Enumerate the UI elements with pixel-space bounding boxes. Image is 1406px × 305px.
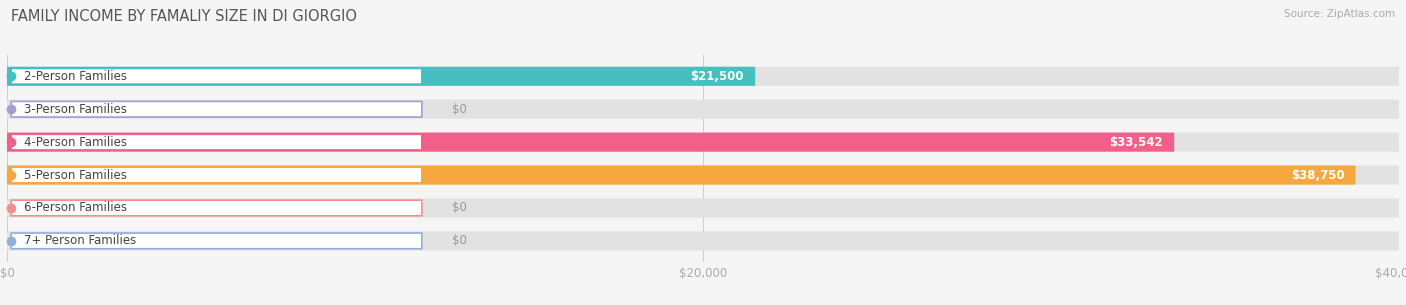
Text: 4-Person Families: 4-Person Families (24, 136, 127, 149)
FancyBboxPatch shape (7, 166, 1355, 185)
Text: $21,500: $21,500 (690, 70, 744, 83)
Text: FAMILY INCOME BY FAMALIY SIZE IN DI GIORGIO: FAMILY INCOME BY FAMALIY SIZE IN DI GIOR… (11, 9, 357, 24)
Text: $38,750: $38,750 (1291, 169, 1344, 181)
Text: Source: ZipAtlas.com: Source: ZipAtlas.com (1284, 9, 1395, 19)
Text: $0: $0 (453, 235, 467, 247)
FancyBboxPatch shape (11, 68, 422, 84)
Text: 5-Person Families: 5-Person Families (24, 169, 127, 181)
FancyBboxPatch shape (7, 199, 1399, 217)
FancyBboxPatch shape (11, 167, 422, 183)
Text: 6-Person Families: 6-Person Families (24, 202, 127, 214)
FancyBboxPatch shape (7, 166, 1399, 185)
Text: $0: $0 (453, 202, 467, 214)
FancyBboxPatch shape (7, 67, 755, 86)
FancyBboxPatch shape (7, 133, 1174, 152)
Text: $0: $0 (453, 103, 467, 116)
Text: $33,542: $33,542 (1109, 136, 1163, 149)
FancyBboxPatch shape (11, 233, 422, 249)
FancyBboxPatch shape (11, 101, 422, 117)
FancyBboxPatch shape (7, 133, 1399, 152)
FancyBboxPatch shape (7, 100, 1399, 119)
Text: 7+ Person Families: 7+ Person Families (24, 235, 136, 247)
FancyBboxPatch shape (7, 67, 1399, 86)
Text: 3-Person Families: 3-Person Families (24, 103, 127, 116)
FancyBboxPatch shape (7, 231, 1399, 250)
FancyBboxPatch shape (11, 134, 422, 150)
Text: 2-Person Families: 2-Person Families (24, 70, 127, 83)
FancyBboxPatch shape (11, 200, 422, 216)
